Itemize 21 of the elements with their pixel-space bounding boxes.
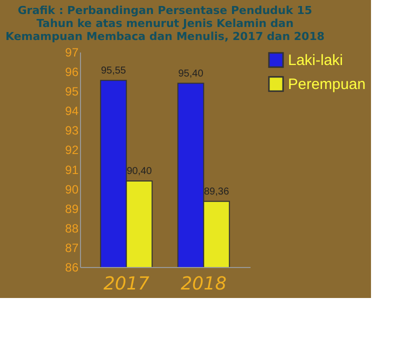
legend-label: Laki-laki xyxy=(288,52,344,69)
y-tick-label: 94 xyxy=(65,104,79,118)
y-tick-label: 95 xyxy=(65,84,79,99)
data-label: 90,40 xyxy=(126,166,152,177)
x-tick-label: 2017 xyxy=(103,274,150,294)
chart-title: Grafik : Perbandingan Persentase Penduduk 15 Tahun ke atas menurut Jenis Kelamin dan Kemampuan Membaca dan Menulis, 2017 dan 2018 xyxy=(5,4,325,43)
x-tick-label: 2018 xyxy=(180,274,227,294)
y-tick-label: 97 xyxy=(65,46,79,60)
y-tick-label: 96 xyxy=(65,65,79,80)
data-label: 95,55 xyxy=(100,65,126,76)
y-tick-label: 87 xyxy=(65,240,79,255)
data-label: 95,40 xyxy=(178,68,204,80)
y-tick-label: 86 xyxy=(65,260,79,274)
y-tick-label: 90 xyxy=(65,182,79,196)
data-label: 89,36 xyxy=(204,186,230,198)
y-tick-label: 89 xyxy=(65,202,79,216)
y-tick-label: 92 xyxy=(65,143,79,158)
y-tick-label: 88 xyxy=(65,221,79,236)
legend-label: Perempuan xyxy=(288,76,366,93)
y-tick-label: 93 xyxy=(65,124,79,138)
y-tick-label: 91 xyxy=(65,162,79,177)
